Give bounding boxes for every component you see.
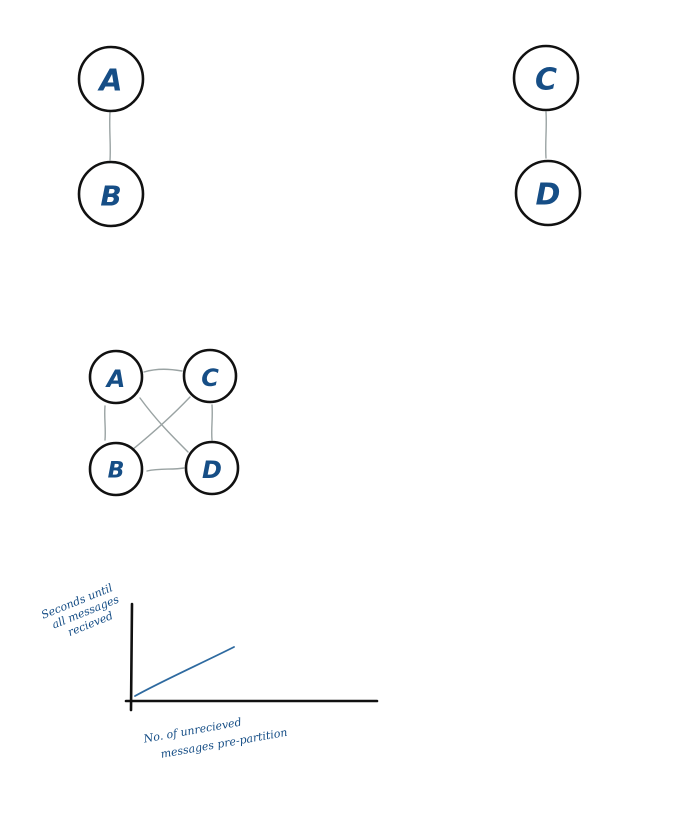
mesh-node-a-circle <box>88 349 144 405</box>
mesh-node-d-circle <box>184 440 240 496</box>
mesh-diagram: A C B D <box>88 348 240 497</box>
node-b-circle <box>77 160 145 228</box>
mesh-node-c-label: C <box>201 364 219 392</box>
mesh-node-a: A <box>88 349 144 405</box>
mesh-node-b-circle <box>88 441 144 497</box>
sketch-graph: Seconds until all messages recieved No. … <box>39 581 379 761</box>
pair-cd-diagram: C D <box>512 44 582 227</box>
edge-c-d <box>545 111 547 159</box>
node-a-label: A <box>97 64 122 99</box>
trend-line <box>134 646 235 697</box>
mesh-node-c: C <box>182 348 238 404</box>
node-a: A <box>77 45 145 113</box>
mesh-node-a-label: A <box>105 365 126 393</box>
pair-ab-diagram: A B <box>77 45 145 228</box>
mesh-edge-a-d <box>139 397 189 453</box>
mesh-node-c-circle <box>182 348 238 404</box>
node-d-label: D <box>536 178 561 213</box>
mesh-edge-c-d <box>211 404 213 441</box>
node-c: C <box>512 44 580 112</box>
mesh-edge-b-d <box>146 467 185 472</box>
mesh-edge-a-b <box>104 405 106 441</box>
y-axis <box>129 602 134 712</box>
node-d-circle <box>514 159 582 227</box>
node-c-circle <box>512 44 580 112</box>
edge-a-b <box>109 111 111 161</box>
node-c-label: C <box>535 63 557 98</box>
node-b: B <box>77 160 145 228</box>
mesh-node-b: B <box>88 441 144 497</box>
y-axis-label: Seconds until all messages recieved <box>39 581 121 639</box>
node-b-label: B <box>100 180 121 213</box>
mesh-node-d-label: D <box>202 456 222 484</box>
mesh-edge-a-c <box>143 368 183 373</box>
x-axis-label: No. of unrecieved messages pre-partition <box>142 716 289 761</box>
mesh-node-b-label: B <box>108 459 125 484</box>
mesh-edge-c-b <box>131 396 191 451</box>
node-a-circle <box>77 45 145 113</box>
node-d: D <box>514 159 582 227</box>
mesh-node-d: D <box>184 440 240 496</box>
